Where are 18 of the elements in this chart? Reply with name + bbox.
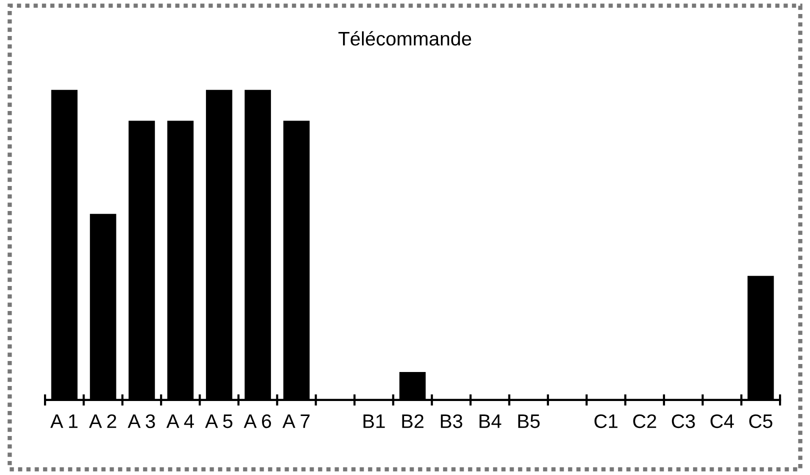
x-tick-label: C5 — [749, 414, 772, 428]
x-tick-label: C3 — [672, 414, 695, 428]
x-tick-label: C1 — [594, 414, 618, 428]
x-tick-label: A 1 — [50, 414, 78, 428]
x-tick-label: C4 — [710, 414, 734, 428]
x-tick-label: B1 — [364, 414, 385, 428]
x-tick-label: B2 — [402, 414, 424, 428]
x-tick-label: B5 — [518, 414, 540, 428]
x-tick-label: B3 — [440, 414, 462, 428]
chart-title: Télécommande — [338, 31, 472, 46]
x-tick-label: C2 — [633, 414, 656, 428]
x-tick-label: A 7 — [282, 414, 310, 428]
x-tick-label: A 3 — [128, 414, 155, 428]
x-tick-label: A 5 — [205, 414, 232, 428]
x-tick-label: A 6 — [244, 414, 271, 428]
x-tick-label: B4 — [480, 414, 502, 428]
x-tick-label: A 2 — [89, 414, 116, 428]
x-tick-label: A 4 — [166, 414, 194, 428]
